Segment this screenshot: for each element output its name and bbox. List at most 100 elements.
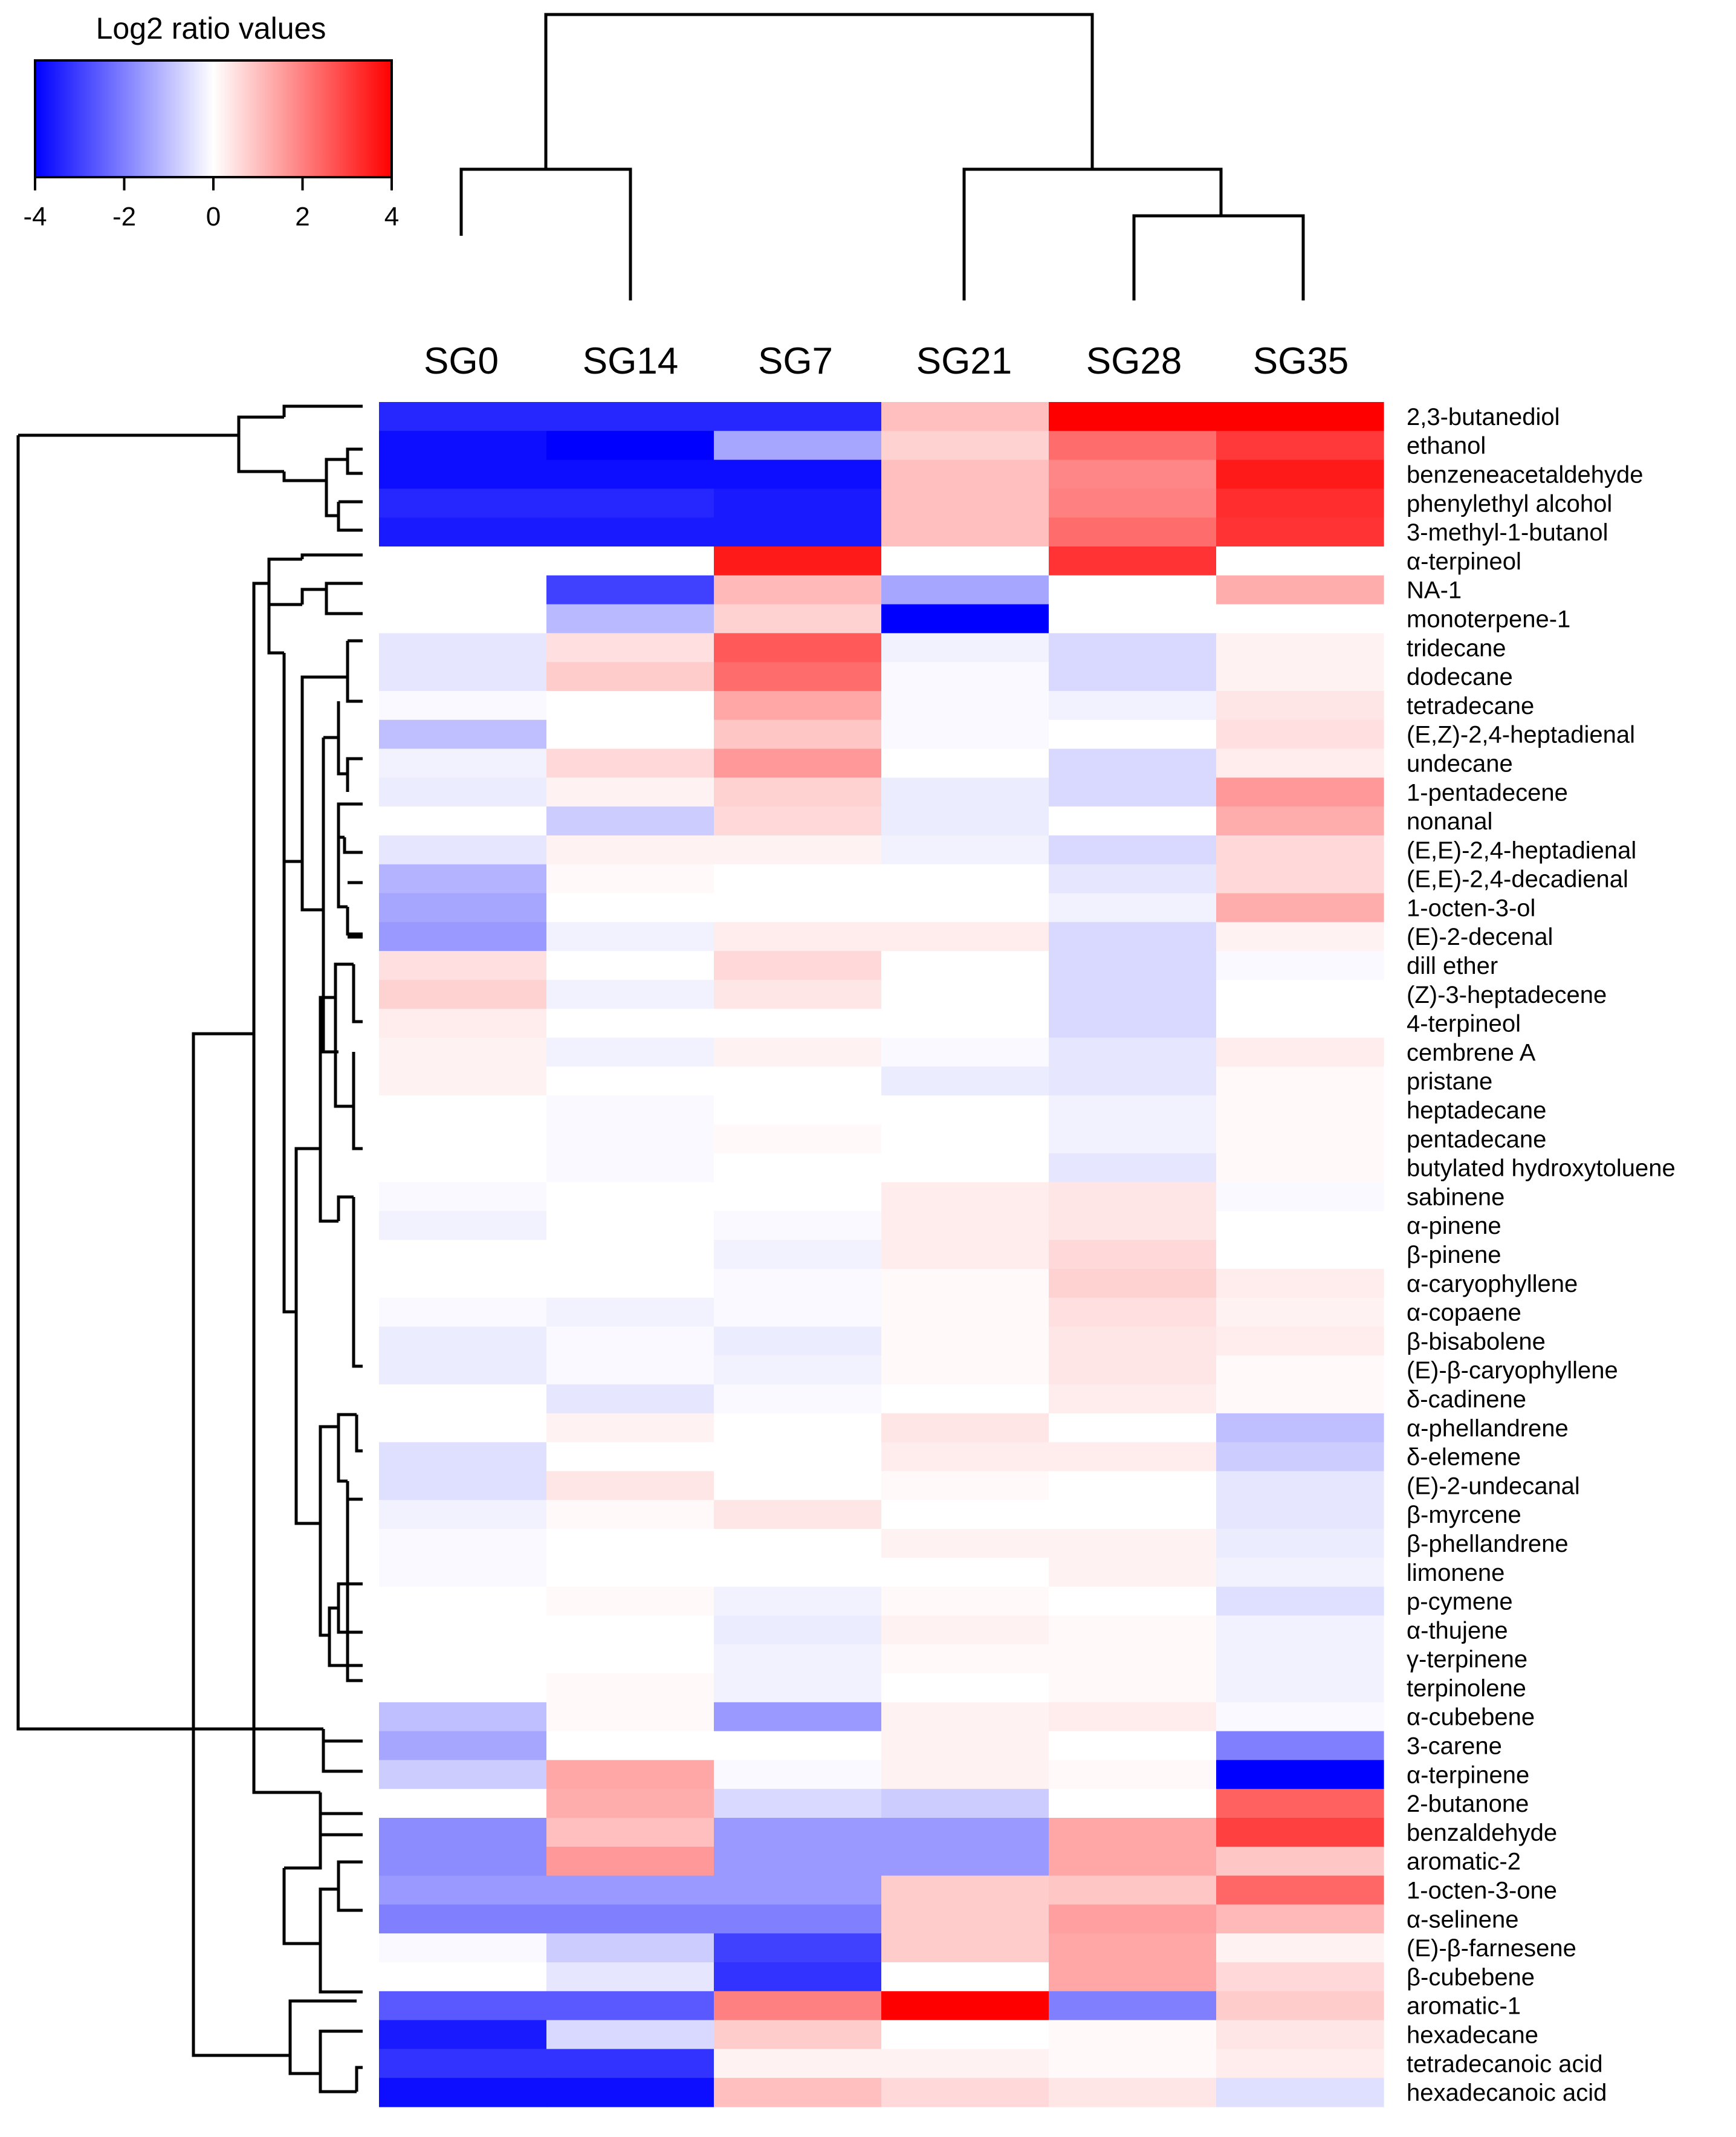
- heatmap-cell-SG0-49: [379, 1789, 547, 1818]
- heatmap-cell-SG35-28: [1216, 1182, 1384, 1211]
- heatmap-cell-SG0-35: [379, 1384, 547, 1414]
- heatmap-cell-SG21-48: [881, 1760, 1049, 1789]
- heatmap-cell-SG0-2: [379, 430, 547, 461]
- row-label: heptadecane: [1407, 1097, 1546, 1124]
- heatmap-cell-SG14-42: [546, 1586, 714, 1617]
- heatmap-cell-SG28-23: [1049, 1037, 1217, 1067]
- heatmap-cell-SG14-13: [546, 748, 714, 778]
- legend-tick-label: 4: [384, 202, 399, 232]
- heatmap-cell-SG28-51: [1049, 1846, 1217, 1876]
- heatmap-cell-SG35-24: [1216, 1066, 1384, 1096]
- heatmap-cell-SG7-15: [714, 806, 882, 836]
- heatmap-cell-SG0-12: [379, 719, 547, 750]
- heatmap-cell-SG0-41: [379, 1557, 547, 1587]
- heatmap-cell-SG35-36: [1216, 1413, 1384, 1443]
- heatmap-cell-SG7-52: [714, 1875, 882, 1905]
- heatmap-cell-SG28-12: [1049, 719, 1217, 750]
- row-label: cembrene A: [1407, 1039, 1536, 1066]
- row-label: hexadecane: [1407, 2022, 1538, 2049]
- heatmap-cell-SG21-27: [881, 1153, 1049, 1183]
- heatmap-cell-SG7-28: [714, 1182, 882, 1211]
- heatmap-cell-SG0-10: [379, 662, 547, 692]
- heatmap-cell-SG21-18: [881, 893, 1049, 923]
- heatmap-cell-SG14-50: [546, 1818, 714, 1847]
- heatmap-cell-SG28-21: [1049, 979, 1217, 1010]
- heatmap-cell-SG0-32: [379, 1297, 547, 1328]
- heatmap-cell-SG14-17: [546, 864, 714, 894]
- color-legend: Log2 ratio values -4 -2 0 2 4: [23, 11, 399, 232]
- heatmap-cell-SG14-2: [546, 430, 714, 461]
- heatmap-cell-SG0-28: [379, 1182, 547, 1211]
- heatmap-cell-SG7-10: [714, 662, 882, 692]
- heatmap-cell-SG7-20: [714, 951, 882, 981]
- heatmap-cell-SG0-57: [379, 2020, 547, 2050]
- column-labels: SG0 SG14 SG7 SG21 SG28 SG35: [424, 340, 1349, 382]
- heatmap-cell-SG21-11: [881, 690, 1049, 721]
- heatmap-cell-SG21-42: [881, 1586, 1049, 1617]
- row-label: aromatic-1: [1407, 1993, 1521, 2020]
- heatmap-cell-SG35-34: [1216, 1355, 1384, 1385]
- heatmap-cell-SG35-57: [1216, 2020, 1384, 2050]
- heatmap-cell-SG0-33: [379, 1326, 547, 1356]
- heatmap-cell-SG21-57: [881, 2020, 1049, 2050]
- heatmap-cell-SG14-20: [546, 951, 714, 981]
- heatmap-cell-SG0-27: [379, 1153, 547, 1183]
- heatmap-cell-SG21-43: [881, 1615, 1049, 1645]
- row-label: γ-terpinene: [1407, 1646, 1527, 1673]
- heatmap-cell-SG28-25: [1049, 1095, 1217, 1125]
- heatmap-cell-SG28-1: [1049, 402, 1217, 432]
- heatmap-cell-SG35-19: [1216, 922, 1384, 952]
- heatmap-cell-SG0-23: [379, 1037, 547, 1067]
- heatmap-cell-SG21-33: [881, 1326, 1049, 1356]
- heatmap-cell-SG14-46: [546, 1702, 714, 1732]
- heatmap-cell-SG7-49: [714, 1789, 882, 1818]
- heatmap-cell-SG28-31: [1049, 1268, 1217, 1299]
- heatmap-cell-SG35-41: [1216, 1557, 1384, 1587]
- heatmap-cell-SG35-7: [1216, 575, 1384, 605]
- heatmap-cell-SG7-2: [714, 430, 882, 461]
- row-label: β-bisabolene: [1407, 1328, 1546, 1355]
- heatmap-cell-SG14-52: [546, 1875, 714, 1905]
- heatmap-cell-SG14-45: [546, 1673, 714, 1703]
- row-label: α-terpinene: [1407, 1762, 1529, 1788]
- heatmap-cell-SG0-14: [379, 777, 547, 807]
- heatmap-cell-SG28-45: [1049, 1673, 1217, 1703]
- heatmap-cell-SG28-22: [1049, 1008, 1217, 1039]
- heatmap-cell-SG28-9: [1049, 633, 1217, 663]
- heatmap-cell-SG7-35: [714, 1384, 882, 1414]
- heatmap-cell-SG21-59: [881, 2078, 1049, 2107]
- heatmap-cell-SG0-18: [379, 893, 547, 923]
- row-label: 1-octen-3-ol: [1407, 895, 1535, 921]
- heatmap-cell-SG35-39: [1216, 1500, 1384, 1529]
- heatmap-cell-SG35-45: [1216, 1673, 1384, 1703]
- heatmap-cell-SG14-53: [546, 1904, 714, 1934]
- heatmap-cell-SG7-41: [714, 1557, 882, 1587]
- heatmap-cell-SG14-14: [546, 777, 714, 807]
- row-label: 2,3-butanediol: [1407, 404, 1560, 430]
- heatmap-cell-SG14-56: [546, 1991, 714, 2021]
- heatmap-cell-SG0-56: [379, 1991, 547, 2021]
- heatmap-cell-SG35-21: [1216, 979, 1384, 1010]
- row-label: tridecane: [1407, 635, 1506, 661]
- heatmap-cell-SG28-53: [1049, 1904, 1217, 1934]
- heatmap-cell-SG0-21: [379, 979, 547, 1010]
- heatmap-cell-SG21-45: [881, 1673, 1049, 1703]
- row-label: pentadecane: [1407, 1126, 1546, 1153]
- heatmap-cell-SG35-50: [1216, 1818, 1384, 1847]
- row-label: benzaldehyde: [1407, 1820, 1557, 1846]
- heatmap-cell-SG7-54: [714, 1933, 882, 1963]
- heatmap-cell-SG21-38: [881, 1471, 1049, 1500]
- heatmap-cell-SG0-39: [379, 1500, 547, 1529]
- heatmap-cell-SG7-40: [714, 1529, 882, 1558]
- heatmap-cell-SG7-3: [714, 459, 882, 489]
- heatmap-cell-SG21-28: [881, 1182, 1049, 1211]
- heatmap-cell-SG28-33: [1049, 1326, 1217, 1356]
- row-label: 1-pentadecene: [1407, 779, 1568, 806]
- row-label: 4-terpineol: [1407, 1011, 1521, 1037]
- heatmap-cell-SG28-7: [1049, 575, 1217, 605]
- heatmap-cell-SG0-6: [379, 546, 547, 576]
- legend-tick-label: 0: [206, 202, 221, 232]
- heatmap-cell-SG21-21: [881, 979, 1049, 1010]
- heatmap-cell-SG14-9: [546, 633, 714, 663]
- heatmap-cell-SG21-37: [881, 1442, 1049, 1472]
